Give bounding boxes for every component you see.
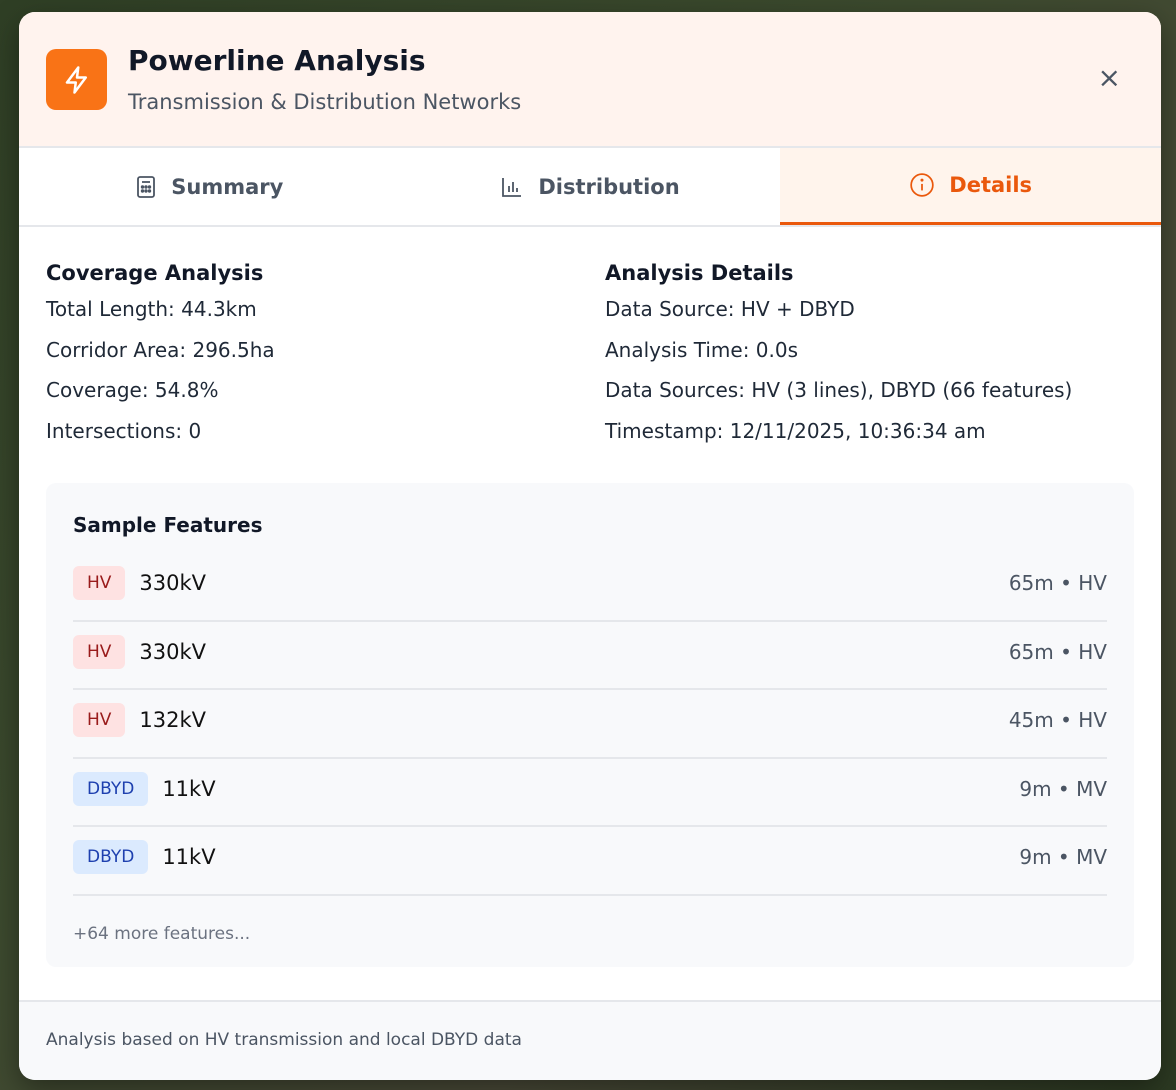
tab-summary[interactable]: Summary <box>19 148 400 225</box>
source-badge: HV <box>73 703 126 738</box>
section-title: Coverage Analysis <box>46 261 264 285</box>
feature-meta: 9m • MV <box>1019 776 1107 801</box>
data-sources: Data Sources: HV (3 lines), DBYD (66 fea… <box>605 378 1073 402</box>
corridor-area: Corridor Area: 296.5ha <box>46 337 275 362</box>
feature-meta: 65m • HV <box>1008 639 1107 664</box>
list-item: HV 132kV 45m • HV <box>73 690 1107 759</box>
voltage: 330kV <box>139 639 207 664</box>
list-item: DBYD 11kV 9m • MV <box>73 827 1107 896</box>
voltage: 11kV <box>162 845 216 870</box>
tab-label: Summary <box>171 174 284 199</box>
lightning-bolt-icon <box>46 49 107 110</box>
modal-subtitle: Transmission & Distribution Networks <box>128 90 522 114</box>
voltage: 132kV <box>139 708 207 733</box>
intersections: Intersections: 0 <box>46 418 202 443</box>
timestamp: Timestamp: 12/11/2025, 10:36:34 am <box>605 418 986 443</box>
analysis-details-section: Analysis Details Data Source: HV + DBYD … <box>575 261 1134 459</box>
data-source: Data Source: HV + DBYD <box>605 297 855 321</box>
section-title: Analysis Details <box>605 261 794 285</box>
sample-features-panel: Sample Features HV 330kV 65m • HV HV 330kV 6… <box>46 483 1134 967</box>
list-item: DBYD 11kV 9m • MV <box>73 759 1107 827</box>
total-length: Total Length: 44.3km <box>46 297 257 321</box>
coverage-analysis-section: Coverage Analysis Total Length: 44.3km C… <box>46 261 575 459</box>
source-badge: DBYD <box>73 771 149 806</box>
powerline-analysis-modal: Powerline Analysis Transmission & Distri… <box>19 12 1161 1080</box>
modal-header: Powerline Analysis Transmission & Distri… <box>19 12 1161 148</box>
close-icon[interactable]: × <box>1097 61 1121 94</box>
analysis-time: Analysis Time: 0.0s <box>605 337 799 362</box>
info-icon <box>910 173 934 197</box>
modal-footer: Analysis based on HV transmission and lo… <box>19 1000 1161 1080</box>
tab-distribution[interactable]: Distribution <box>400 148 781 225</box>
more-features-text: +64 more features... <box>73 923 251 944</box>
section-title: Sample Features <box>73 513 263 537</box>
source-badge: HV <box>73 566 126 601</box>
feature-meta: 9m • MV <box>1019 845 1107 870</box>
source-badge: HV <box>73 634 126 669</box>
modal-title: Powerline Analysis <box>128 44 426 77</box>
tab-label: Details <box>949 173 1033 197</box>
tab-label: Distribution <box>538 174 680 199</box>
voltage: 11kV <box>162 776 216 801</box>
list-item: HV 330kV 65m • HV <box>73 553 1107 622</box>
list-item: HV 330kV 65m • HV <box>73 622 1107 690</box>
calculator-icon <box>137 175 156 198</box>
tab-bar: Summary Distribution Details <box>19 148 1161 227</box>
feature-meta: 45m • HV <box>1008 708 1107 733</box>
coverage-value: Coverage: 54.8% <box>46 378 219 402</box>
voltage: 330kV <box>139 571 207 596</box>
feature-meta: 65m • HV <box>1008 571 1107 596</box>
source-badge: DBYD <box>73 840 149 875</box>
tab-details[interactable]: Details <box>780 148 1161 225</box>
bar-chart-icon <box>502 177 522 197</box>
